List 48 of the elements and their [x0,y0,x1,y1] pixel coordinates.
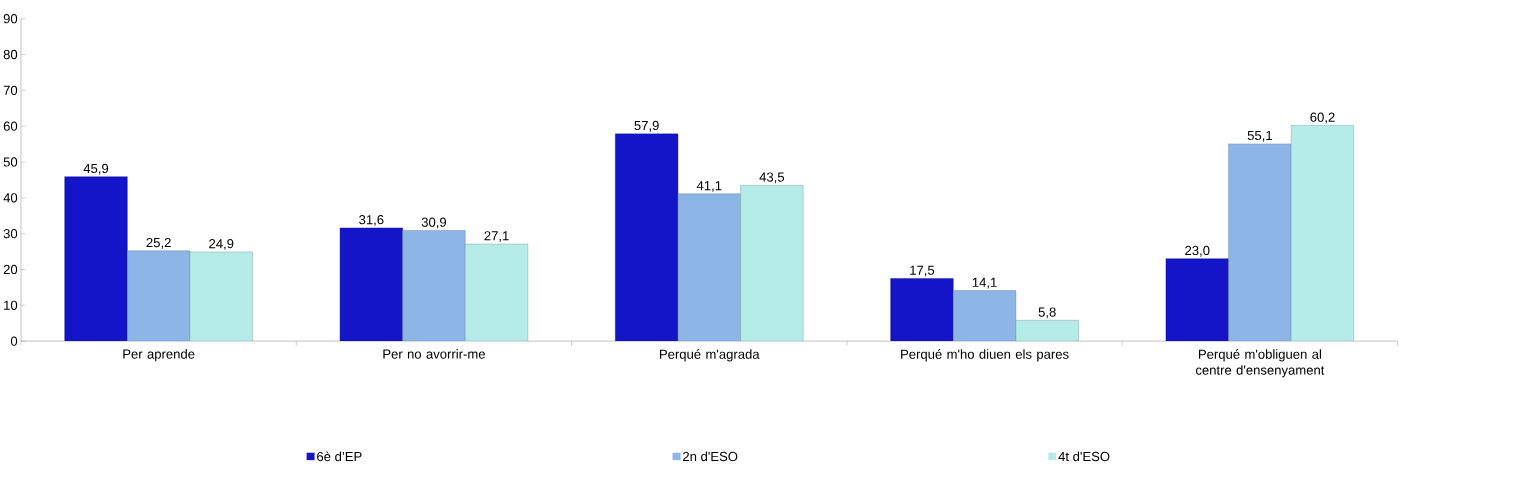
bar [339,227,403,342]
x-tick-label: Perqué m'ho diuen els pares [901,349,1069,362]
data-label: 41,1 [696,181,722,193]
data-label: 27,1 [484,231,509,243]
x-tick-label: Perqué m'agrada [659,349,760,362]
data-label: 55,1 [1247,131,1272,142]
x-tick-label: Perqué m'obliguen al centre d'ensenyament [1195,349,1325,378]
bar [740,185,804,342]
y-tick-label: 70 [3,85,18,96]
data-label: 43,5 [759,172,785,184]
data-label: 14,1 [972,278,997,289]
y-tick-label: 60 [3,121,18,132]
y-tick-label: 40 [3,193,18,203]
y-tick-label: 10 [4,300,18,311]
y-tick-label: 50 [3,157,18,167]
data-label: 30,9 [421,217,447,229]
bar [890,278,954,342]
y-tick-label: 0 [10,336,18,346]
data-label: 5,8 [1038,307,1056,319]
bar [127,250,191,342]
data-label: 17,5 [910,265,935,277]
data-label: 25,2 [146,238,171,249]
bar [1228,143,1292,342]
data-label: 60,2 [1310,112,1335,124]
legend-label: 2n d'ESO [683,451,738,462]
legend-label: 6è d’EP [317,451,362,462]
y-tick-label: 30 [3,229,18,239]
bar [615,133,679,342]
bar [402,230,466,342]
data-label: 24,9 [209,239,234,251]
bar [1291,125,1354,342]
bar [465,244,529,342]
data-label: 31,6 [359,215,384,227]
y-tick-label: 80 [3,50,18,60]
legend-label: 4t d'ESO [1058,451,1110,462]
bar [64,176,128,342]
x-tick-label: Per no avorrir-me [383,349,485,359]
data-label: 45,9 [83,164,109,175]
x-tick-label: Per aprende [123,349,195,362]
y-tick-label: 90 [3,14,18,24]
bar [1015,320,1079,342]
bar [1165,258,1229,342]
y-tick-label: 20 [3,265,18,275]
bar [189,251,253,342]
bar [677,193,741,342]
bar [953,290,1017,342]
data-label: 23,0 [1185,246,1210,257]
data-label: 57,9 [634,121,659,132]
